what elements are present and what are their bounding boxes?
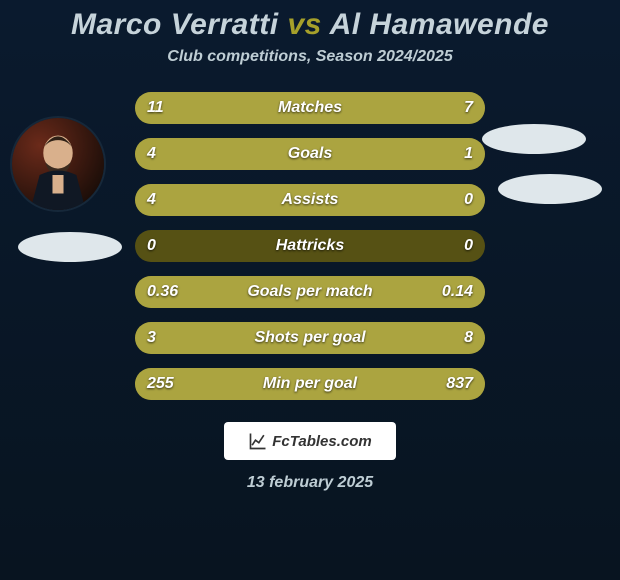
player2-ellipse-1 bbox=[482, 124, 586, 154]
logo-text: FcTables.com bbox=[272, 433, 371, 450]
stat-row: 41Goals bbox=[135, 138, 485, 170]
page-title: Marco Verratti vs Al Hamawende bbox=[71, 8, 549, 42]
comparison-card: Marco Verratti vs Al Hamawende Club comp… bbox=[0, 0, 620, 580]
stat-label: Matches bbox=[135, 92, 485, 124]
chart-icon bbox=[248, 431, 268, 451]
vs-separator: vs bbox=[287, 8, 321, 41]
stat-label: Assists bbox=[135, 184, 485, 216]
stat-row: 00Hattricks bbox=[135, 230, 485, 262]
stat-label: Shots per goal bbox=[135, 322, 485, 354]
subtitle: Club competitions, Season 2024/2025 bbox=[167, 48, 452, 66]
player1-avatar bbox=[10, 116, 106, 212]
player1-shadow-ellipse bbox=[18, 232, 122, 262]
player2-name: Al Hamawende bbox=[330, 8, 549, 41]
stat-label: Goals bbox=[135, 138, 485, 170]
stat-row: 117Matches bbox=[135, 92, 485, 124]
stat-label: Hattricks bbox=[135, 230, 485, 262]
site-logo[interactable]: FcTables.com bbox=[224, 422, 396, 460]
stat-row: 0.360.14Goals per match bbox=[135, 276, 485, 308]
player2-ellipse-2 bbox=[498, 174, 602, 204]
stat-row: 255837Min per goal bbox=[135, 368, 485, 400]
stat-row: 40Assists bbox=[135, 184, 485, 216]
stat-row: 38Shots per goal bbox=[135, 322, 485, 354]
stats-list: 117Matches 41Goals 40Assists 00Hattricks 0.3… bbox=[135, 92, 485, 400]
player1-name: Marco Verratti bbox=[71, 8, 279, 41]
player1-avatar-svg bbox=[12, 118, 104, 210]
stat-label: Min per goal bbox=[135, 368, 485, 400]
stat-label: Goals per match bbox=[135, 276, 485, 308]
date-label: 13 february 2025 bbox=[247, 474, 373, 492]
